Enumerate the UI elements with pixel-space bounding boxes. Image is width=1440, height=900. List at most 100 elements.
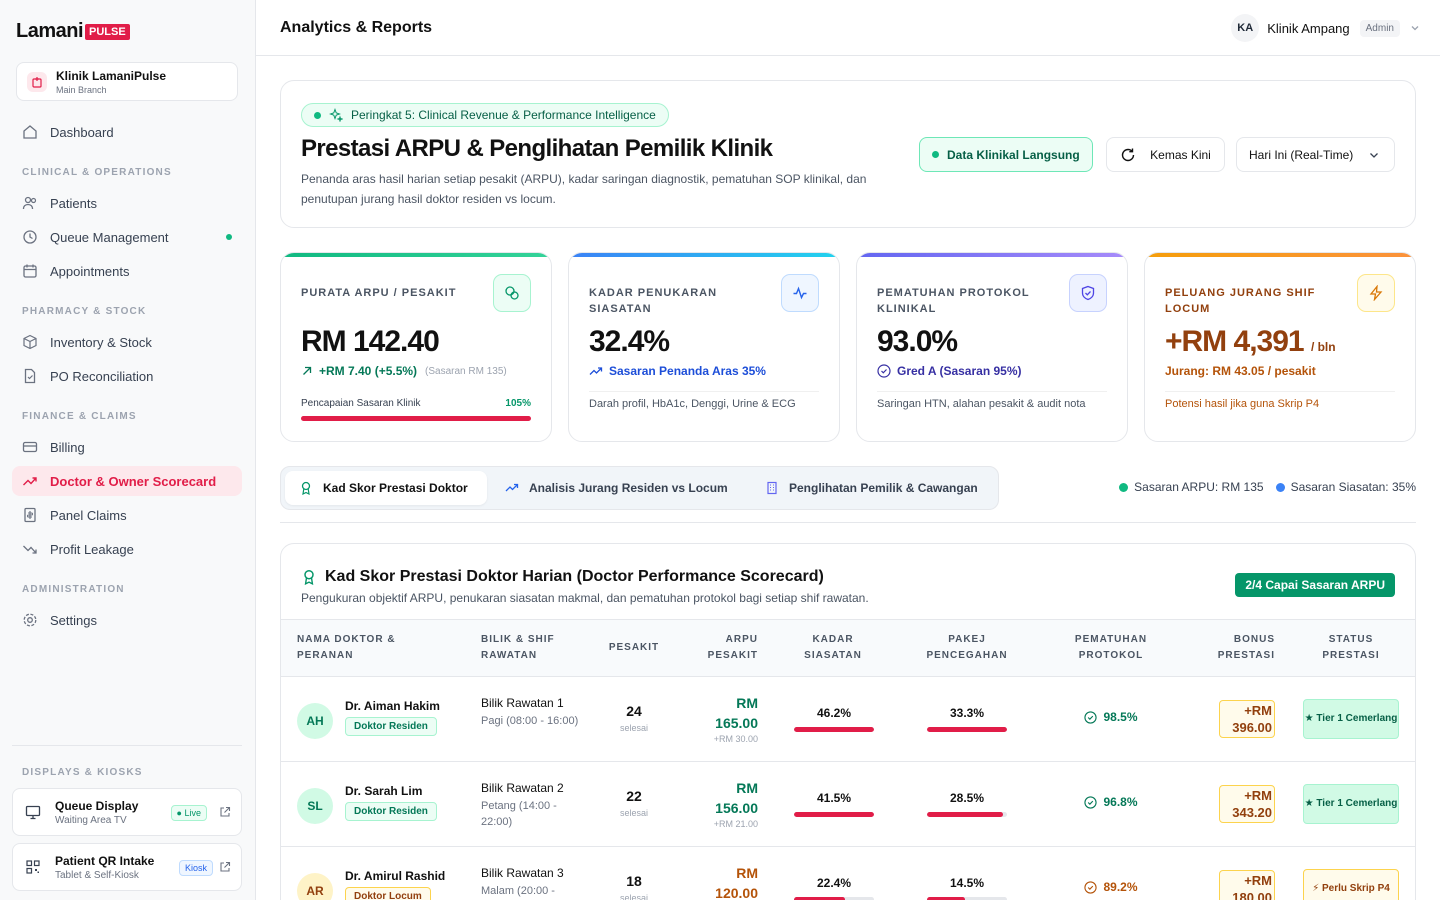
protocol-compliance: 96.8%	[1061, 795, 1161, 809]
patient-count-label: selesai	[619, 808, 648, 818]
role-badge: Doktor Residen	[345, 717, 437, 736]
display-title: Queue Display	[55, 798, 139, 813]
nav-patients[interactable]: Patients	[12, 188, 242, 218]
kpi-accent-bar	[281, 253, 551, 257]
room: Bilik Rawatan 2	[481, 781, 564, 795]
arpu-value: RM 156.00	[715, 780, 758, 816]
investigation-bar	[794, 897, 874, 900]
nav-label: Settings	[50, 612, 97, 628]
monitor-icon	[25, 805, 41, 820]
nav-po-reconciliation[interactable]: PO Reconciliation	[12, 361, 242, 391]
divider	[1165, 391, 1395, 392]
investigation-bar	[794, 812, 874, 817]
patient-count-label: selesai	[619, 893, 648, 900]
credit-card-icon	[22, 441, 38, 453]
bonus-value: +RM 396.00	[1219, 700, 1275, 738]
trending-up-icon	[23, 477, 37, 486]
bar-fill	[927, 727, 1007, 732]
tab-label: Kad Skor Prestasi Doktor	[323, 481, 468, 495]
shift-time: Petang (14:00 - 22:00)	[481, 800, 557, 828]
brand-logo[interactable]: Lamani PULSE	[16, 20, 130, 43]
refresh-icon	[1121, 148, 1135, 161]
avatar: SL	[297, 788, 333, 824]
table-row[interactable]: AH Dr. Aiman Hakim Doktor Residen Bilik …	[281, 677, 1415, 762]
nav-profit-leakage[interactable]: Profit Leakage	[12, 534, 242, 564]
hero-description: Penanda aras hasil harian setiap pesakit…	[301, 172, 867, 206]
gear-icon	[23, 613, 37, 627]
check-circle-icon	[1084, 880, 1098, 894]
nav-dashboard[interactable]: Dashboard	[12, 117, 242, 147]
protocol-value: 96.8%	[1103, 795, 1138, 809]
home-icon	[23, 125, 37, 139]
nav-panel-claims[interactable]: Panel Claims	[12, 500, 242, 530]
external-link-icon[interactable]	[219, 861, 231, 873]
live-data-button[interactable]: Data Klinikal Langsung	[919, 137, 1093, 172]
shield-check-icon	[1069, 274, 1107, 312]
kiosk-badge: Kiosk	[178, 860, 213, 876]
protocol-value: 98.5%	[1103, 710, 1138, 724]
nav-section-finance: FINANCE & CLAIMS	[22, 411, 137, 422]
queue-display-card[interactable]: Queue Display Waiting Area TV ● Live	[12, 788, 242, 836]
divider	[12, 745, 242, 746]
users-icon	[22, 196, 37, 210]
qr-intake-card[interactable]: Patient QR Intake Tablet & Self-Kiosk Ki…	[12, 843, 242, 891]
tab-doctor-scorecard[interactable]: Kad Skor Prestasi Doktor	[285, 471, 487, 505]
th-arpu: ARPU PESAKIT	[707, 634, 758, 661]
brand-badge: PULSE	[85, 23, 130, 40]
divider	[280, 522, 1416, 523]
nav-section-displays: DISPLAYS & KIOSKS	[22, 767, 143, 778]
role-badge: Admin	[1359, 19, 1400, 37]
kpi-value: 32.4%	[589, 325, 670, 358]
shift-time: Pagi (08:00 - 16:00)	[481, 715, 579, 727]
period-select[interactable]: Hari Ini (Real-Time)	[1236, 137, 1395, 172]
nav-inventory[interactable]: Inventory & Stock	[12, 327, 242, 357]
clinic-switcher[interactable]: Klinik LamaniPulse Main Branch	[16, 62, 238, 101]
nav-settings[interactable]: Settings	[12, 605, 242, 635]
display-title: Patient QR Intake	[55, 853, 155, 868]
nav-label: Appointments	[50, 263, 130, 279]
bonus-value: +RM 180.00	[1219, 870, 1275, 900]
receipt-icon	[24, 507, 36, 523]
user-menu[interactable]: KA Klinik Ampang Admin	[1231, 14, 1420, 42]
tab-owner-branch[interactable]: Penglihatan Pemilik & Cawangan	[751, 471, 991, 505]
room: Bilik Rawatan 1	[481, 696, 564, 710]
nav-queue[interactable]: Queue Management	[12, 222, 242, 252]
kpi-label: PURATA ARPU / PESAKIT	[301, 287, 457, 299]
kpi-delta-value: +RM 7.40 (+5.5%)	[319, 364, 418, 378]
nav-appointments[interactable]: Appointments	[12, 256, 242, 286]
refresh-label: Kemas Kini	[1150, 147, 1211, 162]
arpu-delta: +RM 30.00	[713, 734, 758, 744]
kpi-progress-bar	[301, 416, 531, 421]
table-header: NAMA DOKTOR & PERANAN BILIK & SHIF RAWATAN…	[281, 619, 1415, 677]
kpi-arpu: PURATA ARPU / PESAKIT RM 142.40 +RM 7.40…	[280, 252, 552, 442]
tab-resident-vs-locum[interactable]: Analisis Jurang Residen vs Locum	[491, 471, 747, 505]
live-dot	[932, 151, 939, 158]
refresh-button[interactable]: Kemas Kini	[1106, 137, 1225, 172]
table-row[interactable]: SL Dr. Sarah Lim Doktor Residen Bilik Ra…	[281, 762, 1415, 847]
bar-fill	[794, 897, 846, 900]
bar-fill	[927, 897, 966, 900]
nav-label: Profit Leakage	[50, 541, 134, 557]
nav-scorecard[interactable]: Doctor & Owner Scorecard	[12, 466, 242, 496]
investigation-bar	[794, 727, 874, 732]
box-icon	[23, 334, 37, 350]
table-row[interactable]: AR Dr. Amirul Rashid Doktor Locum Bilik …	[281, 847, 1415, 900]
queue-live-dot	[226, 234, 232, 240]
top-bar: Analytics & Reports KA Klinik Ampang Adm…	[256, 0, 1440, 56]
nav-billing[interactable]: Billing	[12, 432, 242, 462]
legend-dot	[1275, 482, 1285, 492]
check-circle-icon	[1084, 795, 1098, 809]
kpi-accent-bar	[569, 253, 839, 257]
role-badge: Doktor Residen	[345, 802, 437, 821]
patient-count: 22	[626, 788, 642, 804]
tier-pill-label: Peringkat 5: Clinical Revenue & Performa…	[351, 108, 656, 122]
kpi-delta-value: Sasaran Penanda Aras 35%	[609, 364, 766, 378]
patient-count-label: selesai	[619, 723, 648, 733]
zap-icon	[1357, 274, 1395, 312]
kpi-footnote: Potensi hasil jika guna Skrip P4	[1165, 398, 1320, 410]
nav-label: PO Reconciliation	[50, 368, 154, 384]
calendar-icon	[23, 264, 37, 278]
page-title: Analytics & Reports	[280, 19, 433, 36]
nav-label: Panel Claims	[50, 507, 127, 523]
external-link-icon[interactable]	[219, 806, 231, 818]
